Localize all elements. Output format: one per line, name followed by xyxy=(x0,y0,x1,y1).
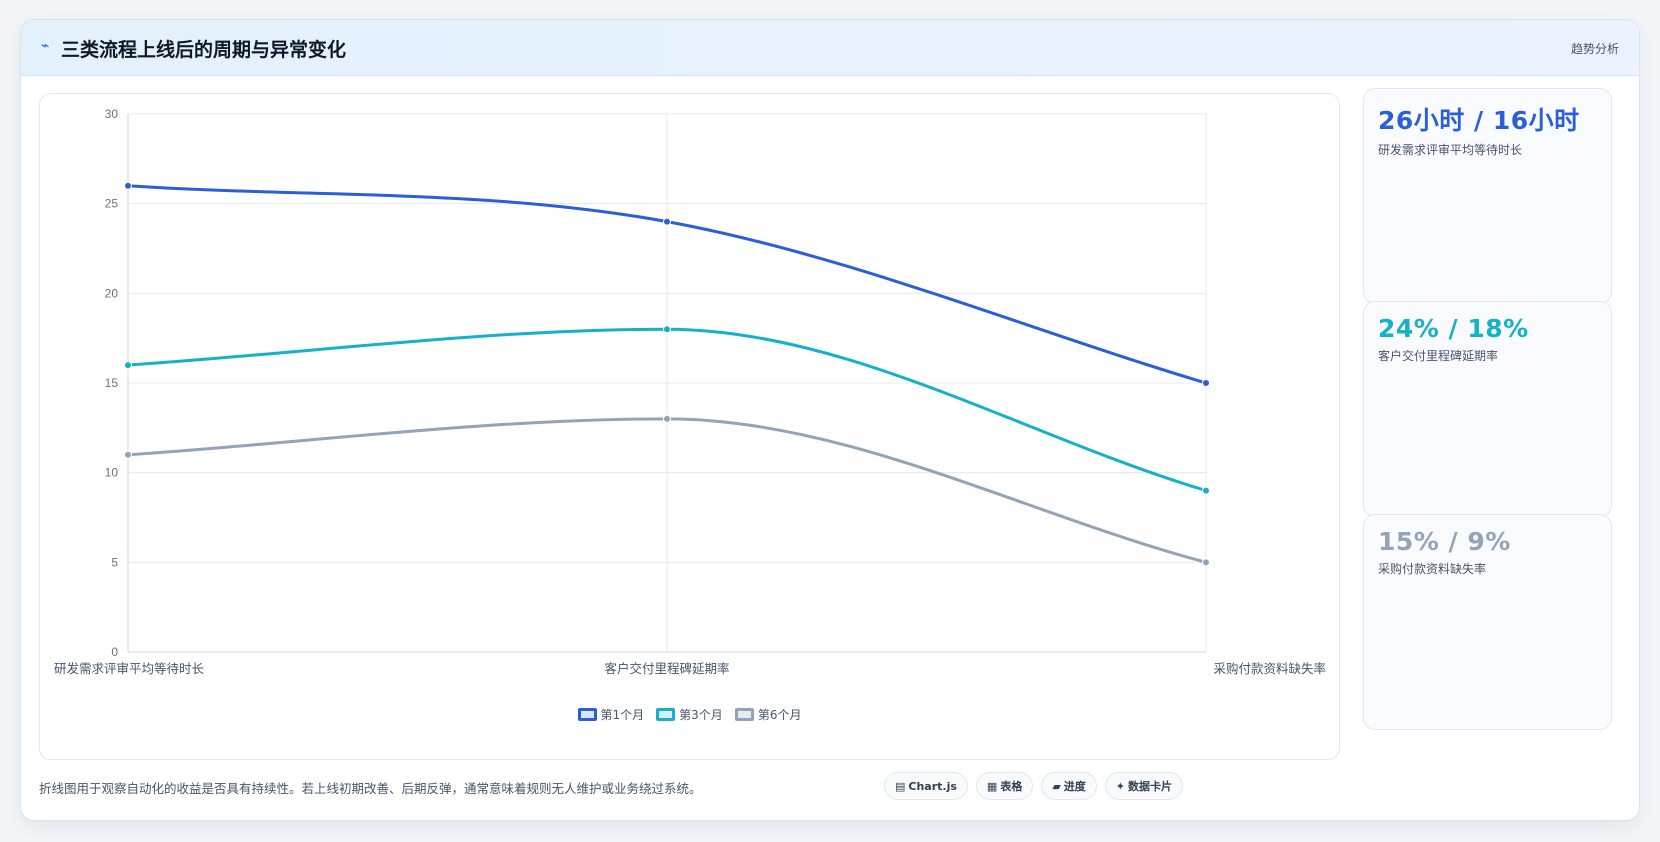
tag-table[interactable]: ▦ 表格 xyxy=(975,772,1034,800)
legend-item-series-1[interactable]: 第1个月 xyxy=(577,706,645,723)
y-tick-label: 5 xyxy=(111,555,118,569)
tag-chartjs[interactable]: ▤ Chart.js xyxy=(884,772,968,800)
trend-analysis-link[interactable]: 趋势分析 xyxy=(1570,42,1619,56)
card-header: ⌁ 三类流程上线后的周期与异常变化 趋势分析 xyxy=(21,20,1639,76)
data-point xyxy=(663,217,671,226)
data-point xyxy=(1202,558,1210,567)
tag-label: 表格 xyxy=(1000,780,1023,793)
stat-label: 客户交付里程碑延期率 xyxy=(1378,349,1499,363)
data-point xyxy=(124,181,132,190)
legend-swatch xyxy=(577,708,597,721)
stat-label: 采购付款资料缺失率 xyxy=(1378,562,1487,576)
legend-item-series-2[interactable]: 第3个月 xyxy=(656,706,723,723)
data-point xyxy=(663,414,671,423)
data-point xyxy=(1202,486,1210,495)
tag-label: 数据卡片 xyxy=(1128,780,1173,793)
x-tick-label: 客户交付里程碑延期率 xyxy=(604,661,729,676)
y-tick-label: 0 xyxy=(111,645,118,659)
table-icon: ▦ xyxy=(986,779,998,793)
chart-icon: ▤ xyxy=(895,779,906,793)
data-point xyxy=(1202,379,1210,387)
line-chart-panel: 0 5 10 15 20 25 30 研发需求评审平均等待时长 客户交付里程碑延期率 采购付款资料… xyxy=(39,93,1340,760)
y-tick-label: 30 xyxy=(105,107,119,121)
tag-data-card[interactable]: ✦ 数据卡片 xyxy=(1104,772,1184,800)
legend-label: 第1个月 xyxy=(600,708,645,722)
data-point xyxy=(124,361,132,370)
tag-progress[interactable]: ▰ 进度 xyxy=(1041,772,1097,800)
legend-item-series-3[interactable]: 第6个月 xyxy=(734,706,802,723)
stat-card-review-wait: 26小时 / 16小时 研发需求评审平均等待时长 xyxy=(1363,88,1612,304)
footer-note: 折线图用于观察自动化的收益是否具有持续性。若上线初期改善、后期反弹，通常意味着规… xyxy=(39,781,702,796)
legend-swatch xyxy=(734,708,754,721)
card-title: 三类流程上线后的周期与异常变化 xyxy=(61,39,347,61)
chart-card: ⌁ 三类流程上线后的周期与异常变化 趋势分析 0 5 10 15 20 25 30 研发需求评… xyxy=(20,19,1640,821)
progress-icon: ▰ xyxy=(1052,779,1061,793)
line-chart: 0 5 10 15 20 25 30 研发需求评审平均等待时长 客户交付里程碑延期率 采购付款资料… xyxy=(54,107,1326,676)
legend-swatch xyxy=(656,708,676,721)
legend-label: 第3个月 xyxy=(679,708,723,722)
chart-legend: 第1个月 第3个月 第6个月 xyxy=(40,706,1339,723)
tag-label: 进度 xyxy=(1063,780,1086,793)
data-point xyxy=(663,325,671,334)
y-tick-label: 20 xyxy=(105,286,119,300)
stat-label: 研发需求评审平均等待时长 xyxy=(1378,143,1523,157)
x-tick-label: 研发需求评审平均等待时长 xyxy=(54,661,205,676)
legend-label: 第6个月 xyxy=(757,708,802,722)
trend-icon: ⌁ xyxy=(41,38,50,54)
tag-label: Chart.js xyxy=(908,779,957,793)
y-tick-label: 15 xyxy=(105,376,119,390)
stat-value: 15% / 9% xyxy=(1378,527,1511,556)
x-tick-label: 采购付款资料缺失率 xyxy=(1213,661,1326,676)
sparkle-icon: ✦ xyxy=(1115,779,1126,793)
stat-card-delivery-delay: 24% / 18% 客户交付里程碑延期率 xyxy=(1363,301,1612,517)
stat-value: 24% / 18% xyxy=(1378,314,1529,343)
footer-tags: ▤ Chart.js ▦ 表格 ▰ 进度 ✦ 数据卡片 xyxy=(884,772,1184,800)
stat-card-payment-missing: 15% / 9% 采购付款资料缺失率 xyxy=(1363,514,1612,730)
data-point xyxy=(124,450,132,459)
y-tick-label: 10 xyxy=(105,466,119,480)
y-tick-label: 25 xyxy=(105,197,119,211)
stat-value: 26小时 / 16小时 xyxy=(1378,106,1580,135)
